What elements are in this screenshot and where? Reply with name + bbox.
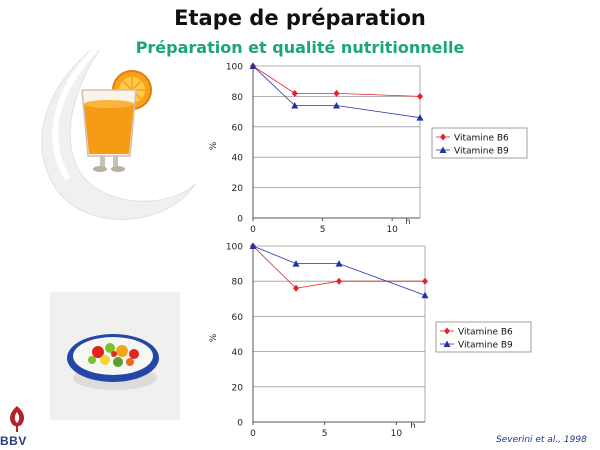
data-point — [291, 89, 298, 97]
legend-box — [431, 127, 528, 159]
x-tick-label: 0 — [250, 429, 256, 438]
data-point — [291, 102, 299, 109]
vitamin-loss-chart-2: 100 80 60 40 20 00 5 10 h% Vitamine B6 Vitamine B9 — [209, 242, 532, 438]
series-line — [252, 65, 421, 97]
y-tick-label: 0 — [237, 419, 243, 429]
series-line — [252, 245, 425, 289]
data-point — [333, 102, 340, 109]
legend-marker — [443, 340, 451, 347]
swirl-decoration — [41, 37, 196, 220]
bbv-logo — [9, 406, 25, 432]
slide-subtitle: Préparation et qualité nutritionnelle — [135, 38, 465, 57]
y-tick-label: 100 — [226, 243, 243, 253]
x-tick-label: 10 — [391, 429, 403, 438]
y-axis-label: % — [209, 141, 219, 150]
series-line — [252, 245, 426, 296]
data-point — [292, 260, 300, 267]
legend-marker — [439, 146, 447, 153]
data-point — [417, 92, 423, 100]
data-point — [416, 114, 424, 121]
data-point — [335, 260, 343, 267]
y-tick-label: 0 — [237, 215, 243, 225]
data-point — [333, 89, 340, 97]
legend-marker — [444, 327, 450, 335]
y-tick-label: 80 — [232, 93, 244, 103]
data-point — [422, 277, 428, 285]
legend-label: Vitamine B6 — [454, 134, 509, 144]
data-point — [336, 277, 342, 285]
slide-title: Etape de préparation — [174, 6, 426, 30]
data-point — [293, 284, 299, 292]
y-tick-label: 40 — [232, 154, 244, 164]
y-tick-label: 60 — [232, 313, 244, 323]
citation: Severini et al., 1998 — [496, 435, 587, 445]
series-line — [252, 65, 421, 119]
legend-marker — [440, 133, 446, 141]
y-tick-label: 60 — [232, 123, 244, 133]
data-point — [249, 62, 257, 69]
legend-label: Vitamine B6 — [458, 328, 513, 338]
orange-juice-illustration — [41, 35, 196, 220]
y-tick-label: 80 — [232, 278, 244, 288]
vitamin-loss-chart-1: 100 80 60 40 20 00 5 10 h% Vitamine B6 Vitamine B9 — [209, 62, 528, 235]
x-tick-label: 5 — [322, 429, 328, 438]
data-point — [421, 291, 429, 299]
data-point — [249, 242, 257, 249]
y-axis-label: % — [209, 333, 219, 342]
legend-label: Vitamine B9 — [458, 341, 513, 351]
x-tick-label: 5 — [320, 225, 326, 235]
x-axis-label: h — [405, 217, 410, 226]
x-tick-label: 10 — [386, 225, 398, 235]
x-tick-label: 0 — [250, 225, 256, 235]
y-tick-label: 40 — [232, 348, 244, 358]
legend-label: Vitamine B9 — [454, 147, 509, 157]
y-tick-label: 100 — [226, 63, 243, 73]
y-tick-label: 20 — [232, 184, 244, 194]
legend-box — [435, 321, 532, 353]
logo-text: BBV — [0, 434, 27, 448]
fruit-salad-image — [50, 292, 180, 420]
y-tick-label: 20 — [232, 383, 244, 393]
x-axis-label: h — [410, 421, 415, 430]
